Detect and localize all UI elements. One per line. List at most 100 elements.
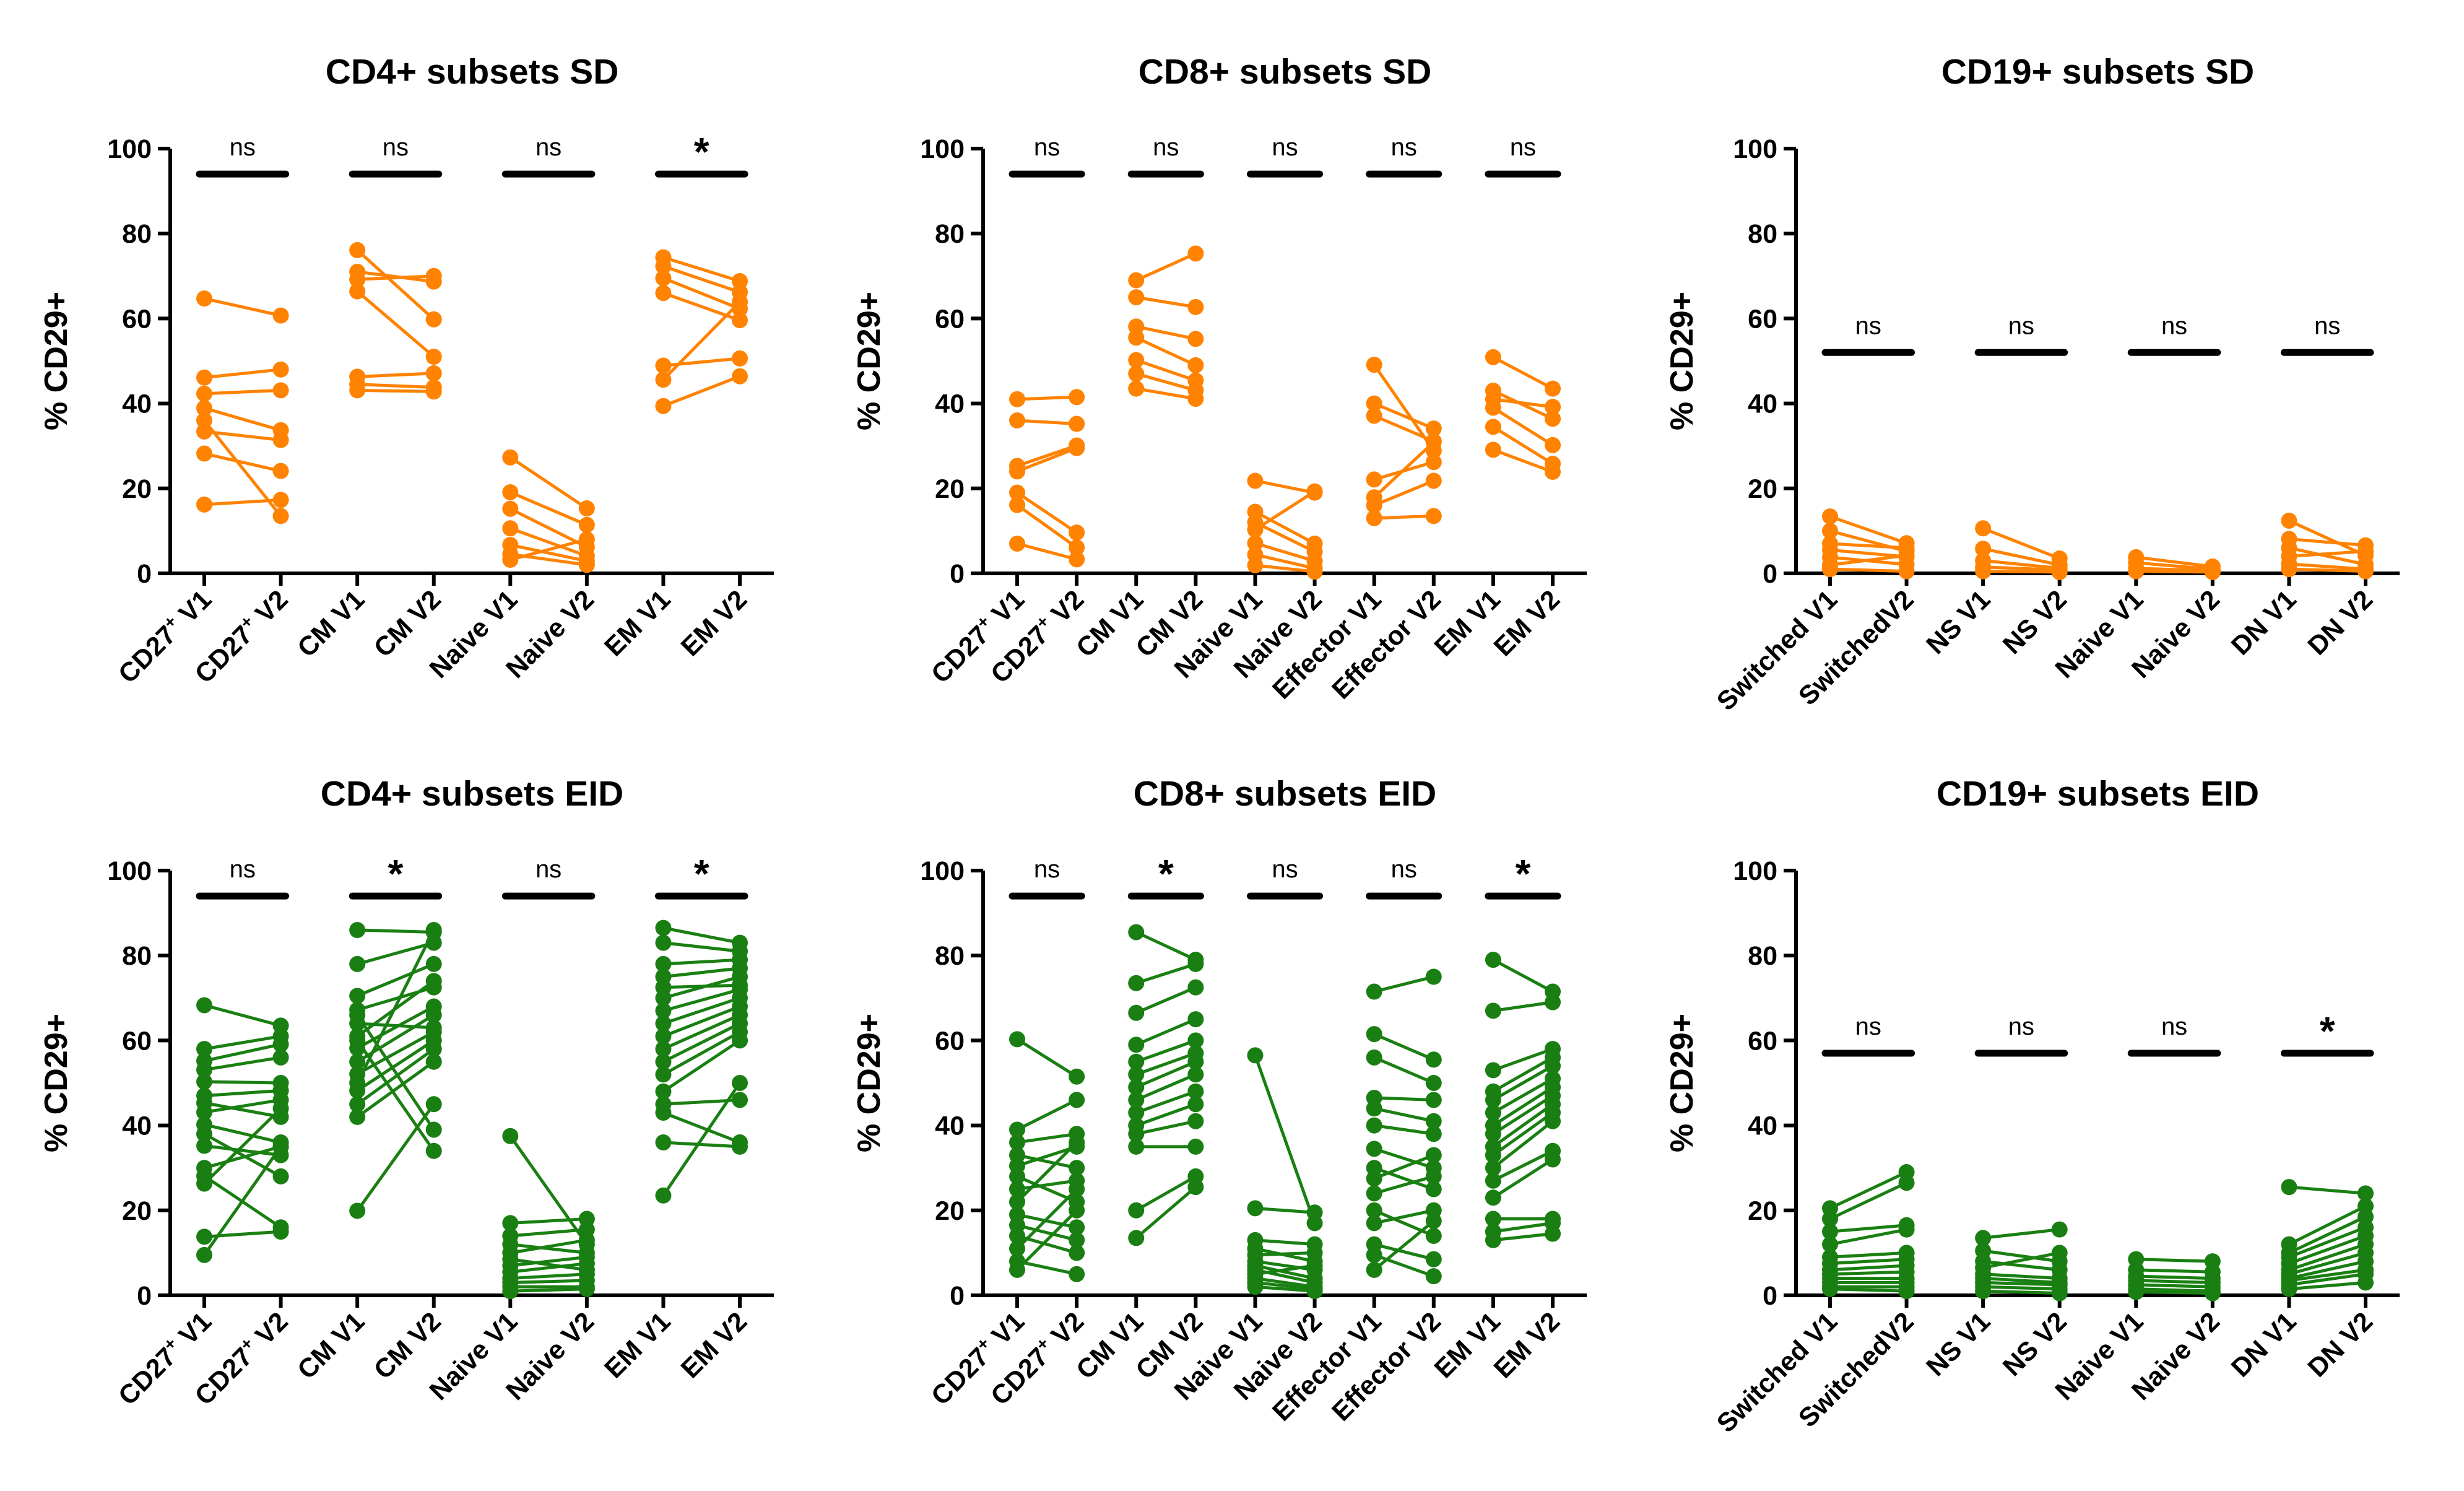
pair-group bbox=[502, 1128, 595, 1300]
pair-line bbox=[1254, 1054, 1316, 1224]
data-point-v1 bbox=[196, 1137, 212, 1154]
data-point-v1 bbox=[655, 1187, 672, 1204]
pair-line bbox=[1017, 444, 1077, 467]
data-point-v1 bbox=[196, 1246, 212, 1263]
category-label: CM V1 bbox=[1070, 1306, 1149, 1385]
data-point-v2 bbox=[1069, 1202, 1085, 1219]
pair-line bbox=[510, 490, 588, 527]
pair-group bbox=[1822, 1164, 1915, 1300]
data-point-v1 bbox=[196, 445, 212, 462]
category-label: CM V1 bbox=[292, 1306, 370, 1385]
data-point-v1 bbox=[655, 285, 672, 302]
pair-line bbox=[1373, 1166, 1434, 1191]
data-point-v1 bbox=[655, 1002, 672, 1019]
pair-line bbox=[2136, 1283, 2213, 1289]
data-point-v1 bbox=[1128, 1079, 1145, 1095]
pair-line bbox=[1016, 1209, 1078, 1271]
data-point-v1 bbox=[349, 1075, 366, 1091]
data-point-v1 bbox=[1366, 1141, 1382, 1157]
pair-line bbox=[204, 1123, 282, 1144]
data-point-v1 bbox=[1485, 1062, 1501, 1079]
pair-line bbox=[1135, 1102, 1197, 1127]
data-point-v2 bbox=[1545, 399, 1561, 415]
pair-line bbox=[1255, 1238, 1315, 1246]
pair-line bbox=[1017, 1179, 1077, 1191]
y-tick-label: 60 bbox=[122, 1026, 152, 1056]
data-point-v1 bbox=[1366, 510, 1382, 526]
pair-group bbox=[1366, 968, 1442, 1285]
data-point-v2 bbox=[1425, 1113, 1442, 1129]
y-tick-label: 60 bbox=[1748, 1026, 1777, 1056]
category-label: EM V1 bbox=[1429, 1306, 1506, 1384]
data-point-v1 bbox=[1366, 1100, 1382, 1117]
pair-group bbox=[1975, 1221, 2068, 1302]
pair-line bbox=[356, 1030, 435, 1076]
pair-line bbox=[204, 388, 281, 396]
y-axis-label: % CD29+ bbox=[1664, 1014, 1700, 1152]
pair-line bbox=[1017, 1132, 1077, 1144]
y-tick-label: 0 bbox=[137, 1281, 152, 1311]
y-tick-label: 100 bbox=[107, 134, 152, 164]
y-tick-label: 100 bbox=[107, 856, 152, 886]
data-point-v2 bbox=[1425, 1075, 1442, 1091]
pair-line bbox=[1254, 510, 1316, 546]
y-tick-label: 80 bbox=[1748, 219, 1777, 249]
pair-line bbox=[1492, 1056, 1554, 1093]
significance-label: ns bbox=[1391, 134, 1417, 161]
data-point-v1 bbox=[1485, 1211, 1501, 1227]
pair-line bbox=[1829, 1287, 1907, 1293]
pair-line bbox=[1017, 1145, 1077, 1168]
data-point-v1 bbox=[1366, 407, 1382, 424]
pair-group bbox=[1366, 357, 1442, 526]
pair-line bbox=[1254, 490, 1316, 531]
data-point-v2 bbox=[1069, 1181, 1085, 1198]
pair-line bbox=[2289, 1185, 2366, 1195]
data-point-v1 bbox=[1128, 1126, 1145, 1142]
data-point-v1 bbox=[1366, 1170, 1382, 1187]
category-label: EM V2 bbox=[1488, 1306, 1566, 1384]
significance-label: ns bbox=[1034, 134, 1060, 161]
data-point-v1 bbox=[1485, 1160, 1501, 1176]
data-point-v1 bbox=[655, 270, 672, 287]
data-point-v2 bbox=[578, 1232, 595, 1248]
data-point-v2 bbox=[272, 1100, 289, 1117]
data-point-v1 bbox=[2281, 561, 2297, 578]
category-label: NS V2 bbox=[1997, 585, 2073, 660]
data-point-v1 bbox=[1009, 412, 1025, 429]
data-point-v2 bbox=[1187, 357, 1204, 373]
data-point-v1 bbox=[1975, 1283, 1992, 1300]
data-point-v1 bbox=[1247, 521, 1264, 538]
pair-line bbox=[1829, 1170, 1907, 1210]
pair-line bbox=[2289, 1268, 2366, 1282]
data-point-v1 bbox=[655, 989, 672, 1006]
y-axis-label: % CD29+ bbox=[851, 1014, 887, 1152]
pair-line bbox=[204, 1144, 281, 1157]
pair-line bbox=[1135, 252, 1197, 282]
data-point-v2 bbox=[1306, 1283, 1323, 1300]
pair-line bbox=[1492, 1149, 1554, 1183]
significance-label: ns bbox=[230, 134, 256, 161]
data-point-v2 bbox=[1069, 1134, 1085, 1151]
data-point-v2 bbox=[425, 1142, 442, 1159]
significance-label: * bbox=[1515, 851, 1530, 896]
pair-line bbox=[2288, 1259, 2366, 1280]
pair-line bbox=[510, 1217, 587, 1225]
y-tick-label: 20 bbox=[122, 1196, 152, 1226]
pair-line bbox=[1135, 1017, 1197, 1046]
pair-line bbox=[204, 1056, 281, 1072]
pair-line bbox=[1016, 1038, 1078, 1078]
data-point-v2 bbox=[1898, 563, 1915, 580]
pair-line bbox=[1492, 1119, 1554, 1170]
data-point-v2 bbox=[1069, 415, 1085, 432]
y-tick-label: 80 bbox=[1748, 941, 1777, 971]
pair-line bbox=[1016, 491, 1078, 534]
significance-label: ns bbox=[1272, 134, 1298, 161]
data-point-v1 bbox=[349, 241, 366, 258]
pair-line bbox=[204, 1145, 282, 1170]
pair-line bbox=[1254, 553, 1316, 570]
data-point-v2 bbox=[1187, 1138, 1204, 1155]
data-point-v2 bbox=[1545, 464, 1561, 480]
y-tick-label: 40 bbox=[122, 389, 152, 419]
pair-line bbox=[510, 1243, 588, 1254]
pair-line bbox=[1373, 1175, 1434, 1195]
